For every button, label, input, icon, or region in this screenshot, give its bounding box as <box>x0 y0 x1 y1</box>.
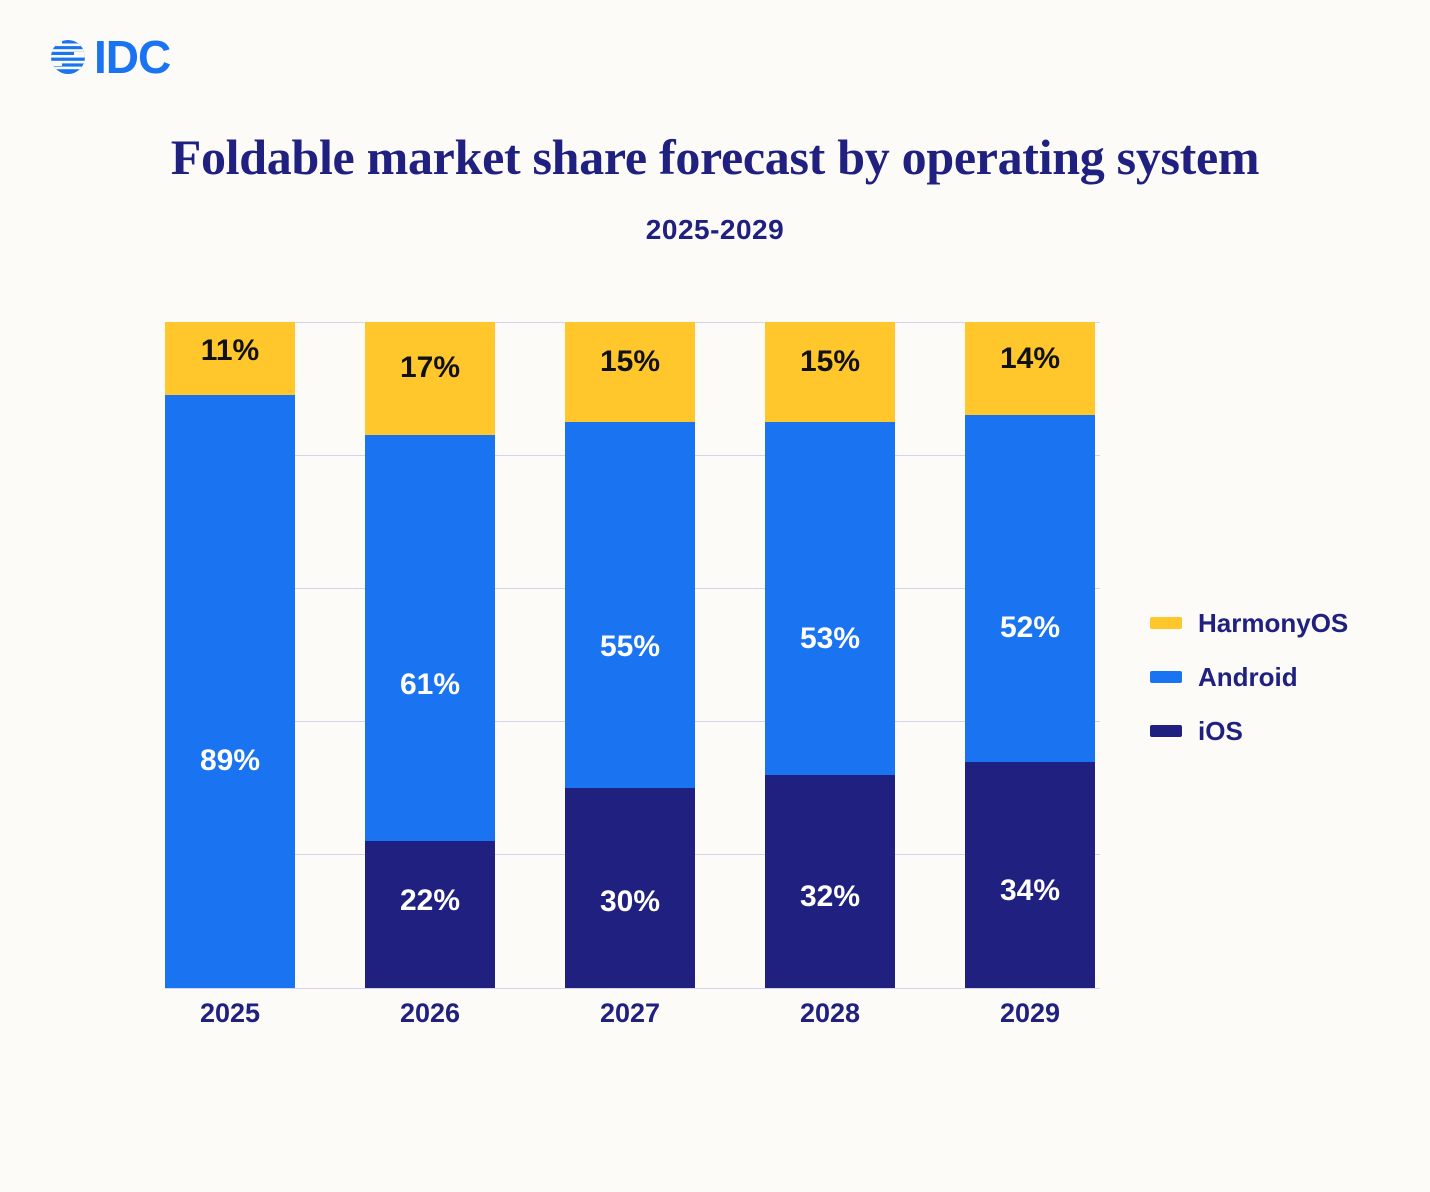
idc-logo: IDC <box>48 31 171 83</box>
legend-label: HarmonyOS <box>1198 607 1349 638</box>
bar-segment-Android-2029[interactable]: 52% <box>965 415 1095 762</box>
logo-wordmark: IDC <box>94 31 171 83</box>
x-axis-tick-label-2027: 2027 <box>599 998 661 1028</box>
chart-legend: HarmonyOS Android iOS <box>1150 596 1348 758</box>
bar-segment-HarmonyOS-2029[interactable]: 14% <box>965 322 1095 416</box>
chart-title: Foldable market share forecast by operat… <box>170 129 1260 185</box>
legend-swatch-icon <box>1150 725 1182 737</box>
bar-value-label: 30% <box>599 885 661 919</box>
bar-segment-HarmonyOS-2026[interactable]: 17% <box>365 322 495 436</box>
bar-value-label: 22% <box>399 884 461 918</box>
bar-value-label: 53% <box>799 621 861 655</box>
bar-value-label: 15% <box>799 344 861 378</box>
x-axis-tick-label-2025: 2025 <box>199 998 261 1028</box>
bar-column-2026[interactable]: 22% 61% 17% <box>365 322 495 988</box>
gridline <box>165 987 1100 989</box>
bar-segment-Android-2025[interactable]: 89% <box>165 395 295 988</box>
bar-value-label: 89% <box>199 743 261 777</box>
bar-value-label: 17% <box>399 350 461 384</box>
chart-subtitle: 2025-2029 <box>645 214 785 245</box>
bar-value-label: 32% <box>799 879 861 913</box>
gridline <box>165 321 1100 323</box>
legend-item-iOS[interactable]: iOS <box>1150 704 1348 758</box>
x-axis-tick-label-2028: 2028 <box>799 998 861 1028</box>
bar-segment-Android-2027[interactable]: 55% <box>565 421 695 789</box>
bar-column-2025[interactable]: 89% 11% <box>165 322 295 988</box>
bar-segment-HarmonyOS-2028[interactable]: 15% <box>765 322 895 422</box>
globe-icon <box>51 40 85 74</box>
bar-value-label: 15% <box>599 344 661 378</box>
x-axis-tick-label-2029: 2029 <box>999 998 1061 1028</box>
bar-value-label: 14% <box>999 342 1061 376</box>
bar-segment-HarmonyOS-2025[interactable]: 11% <box>165 322 295 396</box>
legend-label: Android <box>1198 661 1298 692</box>
bar-segment-HarmonyOS-2027[interactable]: 15% <box>565 322 695 422</box>
legend-item-Android[interactable]: Android <box>1150 650 1348 704</box>
legend-item-HarmonyOS[interactable]: HarmonyOS <box>1150 596 1348 650</box>
bar-segment-Android-2028[interactable]: 53% <box>765 421 895 775</box>
bar-segment-iOS-2028[interactable]: 32% <box>765 774 895 988</box>
legend-swatch-icon <box>1150 617 1182 629</box>
bar-value-label: 34% <box>999 873 1061 907</box>
bar-column-2028[interactable]: 32% 53% 15% <box>765 322 895 988</box>
bar-column-2027[interactable]: 30% 55% 15% <box>565 322 695 988</box>
bar-value-label: 61% <box>399 668 461 702</box>
bar-value-label: 55% <box>599 630 661 663</box>
plot-area: 0%20%40%60%80%100%89%11%202522%61%17%202… <box>165 321 1100 1028</box>
x-axis-tick-label-2026: 2026 <box>399 998 461 1028</box>
bar-column-2029[interactable]: 34% 52% 14% <box>965 322 1095 988</box>
legend-swatch-icon <box>1150 671 1182 683</box>
bar-segment-iOS-2027[interactable]: 30% <box>565 788 695 988</box>
bar-segment-iOS-2026[interactable]: 22% <box>365 841 495 988</box>
bar-segment-iOS-2029[interactable]: 34% <box>965 761 1095 988</box>
bar-value-label: 11% <box>200 333 260 367</box>
bar-value-label: 52% <box>999 610 1061 644</box>
bar-segment-Android-2026[interactable]: 61% <box>365 435 495 842</box>
legend-label: iOS <box>1198 715 1243 746</box>
